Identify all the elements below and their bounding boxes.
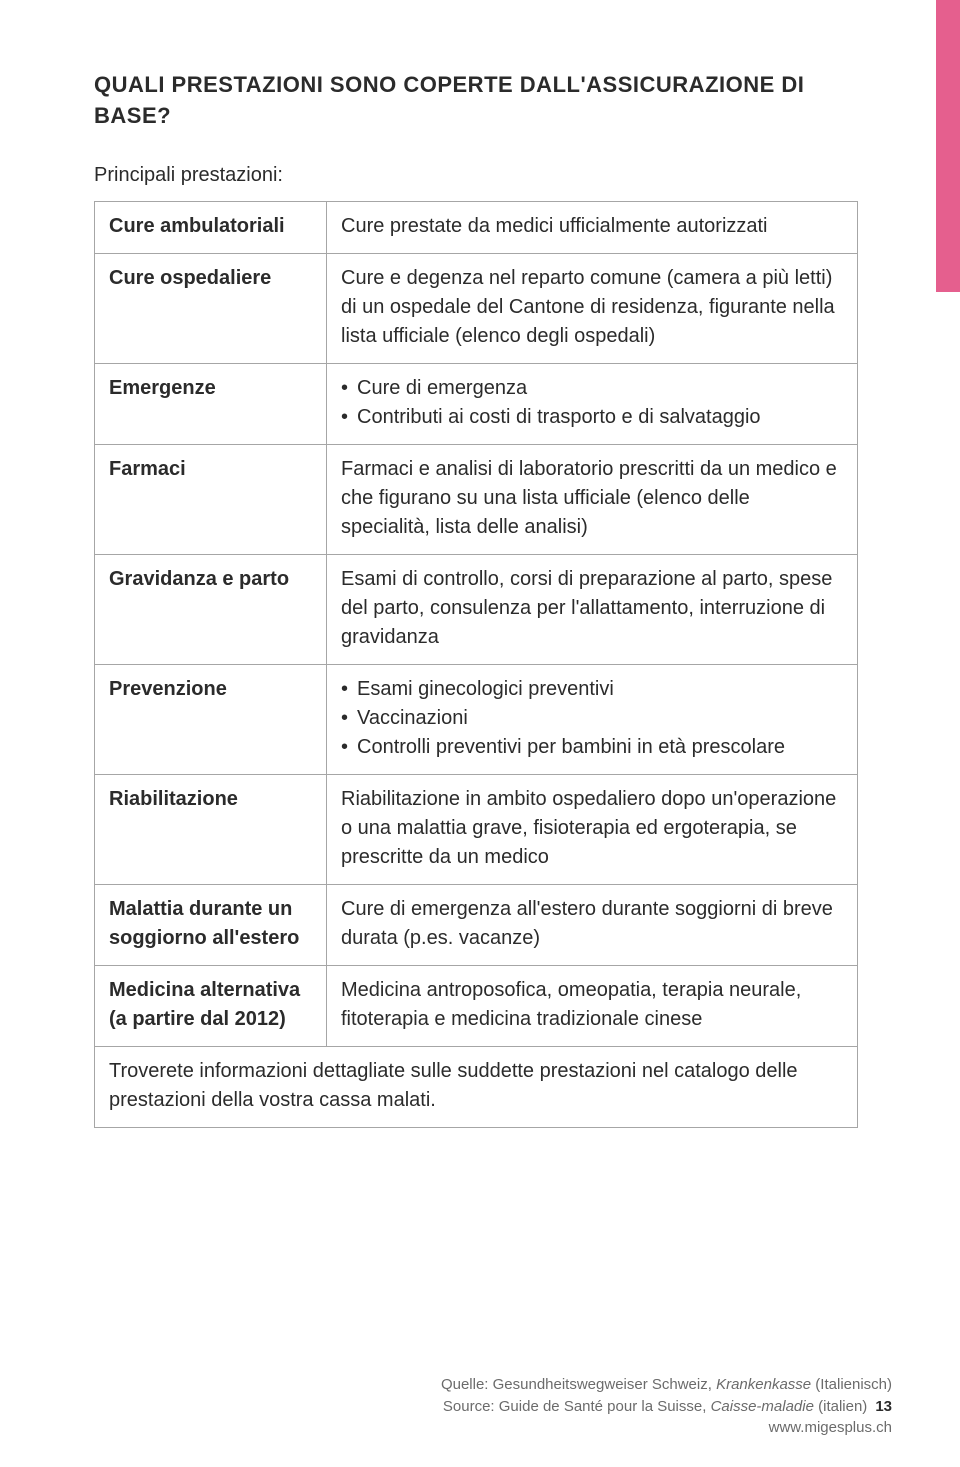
row-label: Emergenze	[95, 363, 327, 444]
footer-l1-tail: (Italienisch)	[811, 1376, 892, 1393]
table-row: Cure ospedaliereCure e degenza nel repar…	[95, 253, 858, 363]
bullet-item: Contributi ai costi di trasporto e di sa…	[341, 403, 843, 432]
page-number: 13	[867, 1398, 892, 1415]
row-value: Cure e degenza nel reparto comune (camer…	[327, 253, 858, 363]
footer-l2-ital: Caisse-maladie	[711, 1398, 814, 1415]
row-label: Cure ospedaliere	[95, 253, 327, 363]
benefits-table: Cure ambulatorialiCure prestate da medic…	[94, 201, 858, 1128]
table-row: EmergenzeCure di emergenzaContributi ai …	[95, 363, 858, 444]
row-value: Cure prestate da medici ufficialmente au…	[327, 201, 858, 253]
page-footer: Quelle: Gesundheitswegweiser Schweiz, Kr…	[441, 1374, 892, 1439]
row-label: Gravidanza e parto	[95, 554, 327, 664]
table-row: FarmaciFarmaci e analisi di laboratorio …	[95, 444, 858, 554]
bullet-item: Controlli preventivi per bambini in età …	[341, 733, 843, 762]
row-label: Riabilitazione	[95, 774, 327, 884]
row-label: Cure ambulatoriali	[95, 201, 327, 253]
row-value: Cure di emergenza all'estero durante sog…	[327, 884, 858, 965]
footer-l2-tail: (italien)	[814, 1398, 867, 1415]
table-row: Medicina alternativa (a partire dal 2012…	[95, 965, 858, 1046]
row-value: Medicina antroposofica, omeopatia, terap…	[327, 965, 858, 1046]
page-title: QUALI PRESTAZIONI SONO COPERTE DALL'ASSI…	[94, 70, 858, 132]
row-value: Esami di controllo, corsi di preparazion…	[327, 554, 858, 664]
row-label: Farmaci	[95, 444, 327, 554]
row-label: Prevenzione	[95, 664, 327, 774]
footer-line-3: www.migesplus.ch	[441, 1417, 892, 1439]
intro-text: Principali prestazioni:	[94, 164, 858, 187]
footer-l1-plain: Quelle: Gesundheitswegweiser Schweiz,	[441, 1376, 716, 1393]
row-label: Malattia durante un soggiorno all'estero	[95, 884, 327, 965]
row-label: Medicina alternativa (a partire dal 2012…	[95, 965, 327, 1046]
table-row: PrevenzioneEsami ginecologici preventivi…	[95, 664, 858, 774]
row-value: Riabilitazione in ambito ospedaliero dop…	[327, 774, 858, 884]
benefits-tbody: Cure ambulatorialiCure prestate da medic…	[95, 201, 858, 1127]
footer-line-1: Quelle: Gesundheitswegweiser Schweiz, Kr…	[441, 1374, 892, 1396]
table-row: RiabilitazioneRiabilitazione in ambito o…	[95, 774, 858, 884]
bullet-item: Esami ginecologici preventivi	[341, 675, 843, 704]
bullet-item: Vaccinazioni	[341, 704, 843, 733]
page-content: QUALI PRESTAZIONI SONO COPERTE DALL'ASSI…	[0, 0, 960, 1128]
footer-line-2: Source: Guide de Santé pour la Suisse, C…	[441, 1396, 892, 1418]
row-value: Esami ginecologici preventiviVaccinazion…	[327, 664, 858, 774]
table-footer-cell: Troverete informazioni dettagliate sulle…	[95, 1046, 858, 1127]
bullet-list: Esami ginecologici preventiviVaccinazion…	[341, 675, 843, 762]
table-row: Cure ambulatorialiCure prestate da medic…	[95, 201, 858, 253]
row-value: Farmaci e analisi di laboratorio prescri…	[327, 444, 858, 554]
row-value: Cure di emergenzaContributi ai costi di …	[327, 363, 858, 444]
table-footer-row: Troverete informazioni dettagliate sulle…	[95, 1046, 858, 1127]
bullet-item: Cure di emergenza	[341, 374, 843, 403]
footer-l1-ital: Krankenkasse	[716, 1376, 811, 1393]
footer-l2-plain: Source: Guide de Santé pour la Suisse,	[443, 1398, 711, 1415]
table-row: Malattia durante un soggiorno all'estero…	[95, 884, 858, 965]
table-row: Gravidanza e partoEsami di controllo, co…	[95, 554, 858, 664]
bullet-list: Cure di emergenzaContributi ai costi di …	[341, 374, 843, 432]
